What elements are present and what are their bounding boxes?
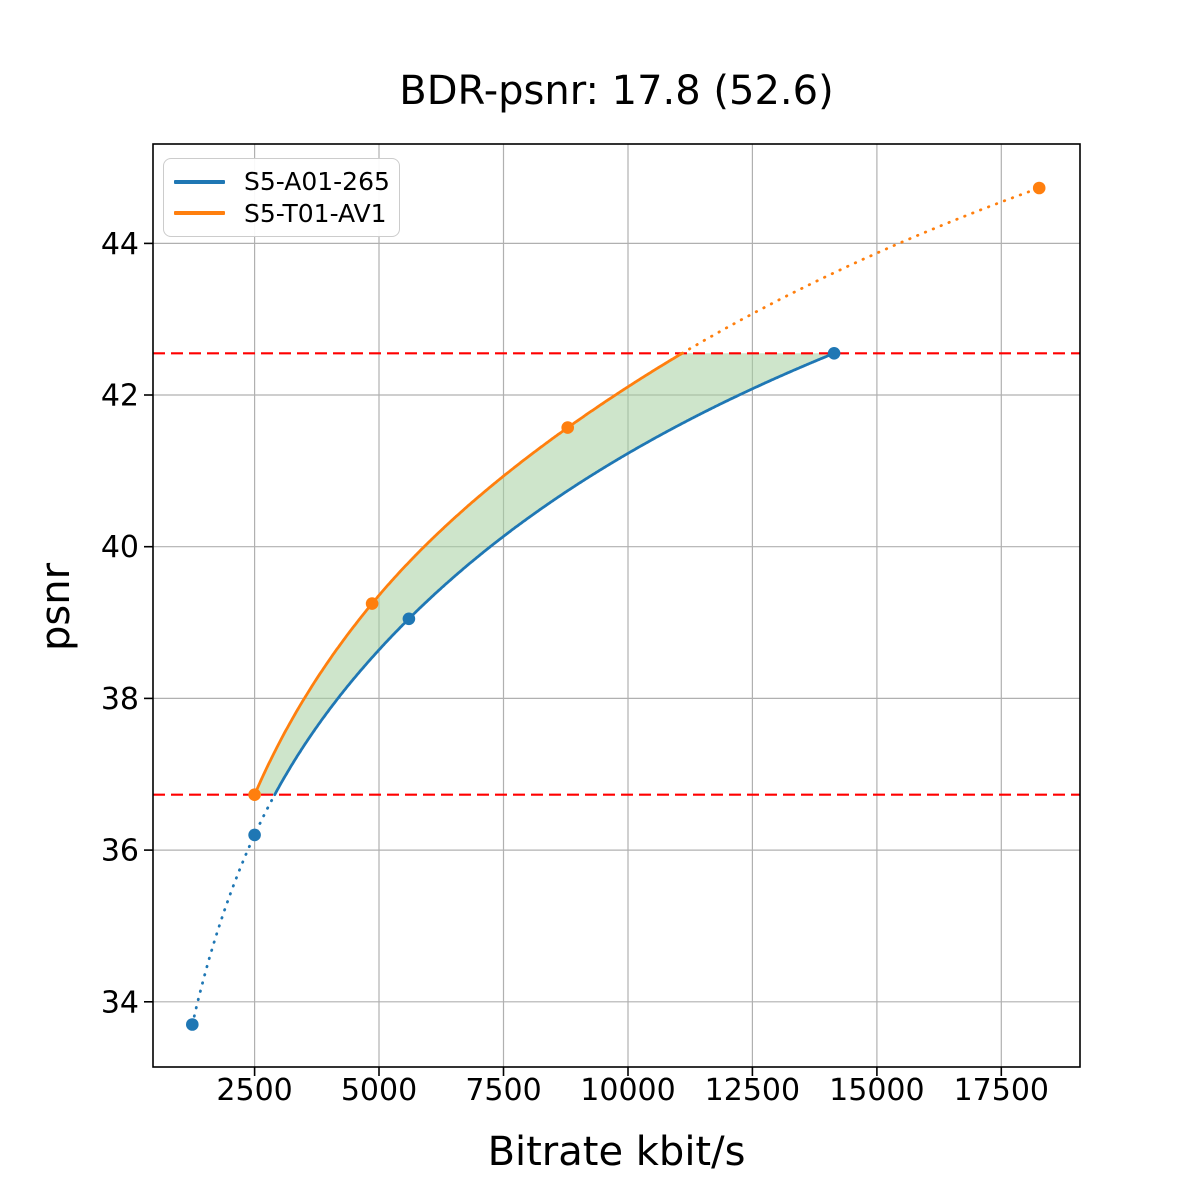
- y-axis-label: psnr: [33, 562, 79, 652]
- axes-frame: [152, 143, 1081, 1068]
- curve-solid-S5-A01-265: [273, 351, 836, 797]
- legend-line-sample-series-0: [174, 179, 225, 184]
- x-tick-label: 5000: [341, 1073, 417, 1108]
- y-tick-label: 38: [101, 682, 139, 717]
- legend-label: S5-A01-265: [244, 167, 390, 197]
- data-point-S5-T01-AV1: [561, 421, 574, 434]
- bd-shaded-region: [254, 353, 835, 795]
- x-tick-label: 15000: [829, 1073, 924, 1108]
- chart-title: BDR-psnr: 17.8 (52.6): [399, 68, 834, 114]
- y-tick-label: 34: [101, 985, 139, 1020]
- data-point-S5-A01-265: [186, 1018, 199, 1031]
- data-point-S5-A01-265: [827, 347, 841, 360]
- legend-item: S5-A01-265: [174, 167, 390, 197]
- y-tick-label: 42: [101, 379, 139, 414]
- y-tick-label: 44: [101, 227, 139, 262]
- curve-solid-S5-T01-AV1: [253, 351, 684, 797]
- x-tick-label: 17500: [954, 1073, 1049, 1108]
- x-tick-label: 7500: [465, 1073, 541, 1108]
- y-tick-label: 40: [101, 530, 139, 565]
- x-axis-label: Bitrate kbit/s: [487, 1129, 746, 1175]
- data-point-S5-A01-265: [402, 612, 416, 626]
- curve-dotted-S5-A01-265: [190, 793, 277, 1026]
- y-tick-label: 36: [101, 834, 139, 869]
- data-point-S5-T01-AV1: [248, 788, 261, 801]
- data-point-S5-A01-265: [248, 828, 261, 842]
- data-point-S5-T01-AV1: [1032, 181, 1046, 195]
- legend-label: S5-T01-AV1: [244, 198, 387, 228]
- legend: S5-A01-265 S5-T01-AV1: [163, 158, 400, 237]
- legend-item: S5-T01-AV1: [174, 201, 389, 226]
- x-tick-label: 12500: [705, 1073, 800, 1108]
- x-tick-label: 2500: [216, 1073, 292, 1108]
- data-point-S5-T01-AV1: [365, 597, 379, 610]
- curve-dotted-S5-T01-AV1: [680, 186, 1041, 355]
- legend-line-sample-series-1: [174, 211, 225, 216]
- x-tick-label: 10000: [580, 1073, 675, 1108]
